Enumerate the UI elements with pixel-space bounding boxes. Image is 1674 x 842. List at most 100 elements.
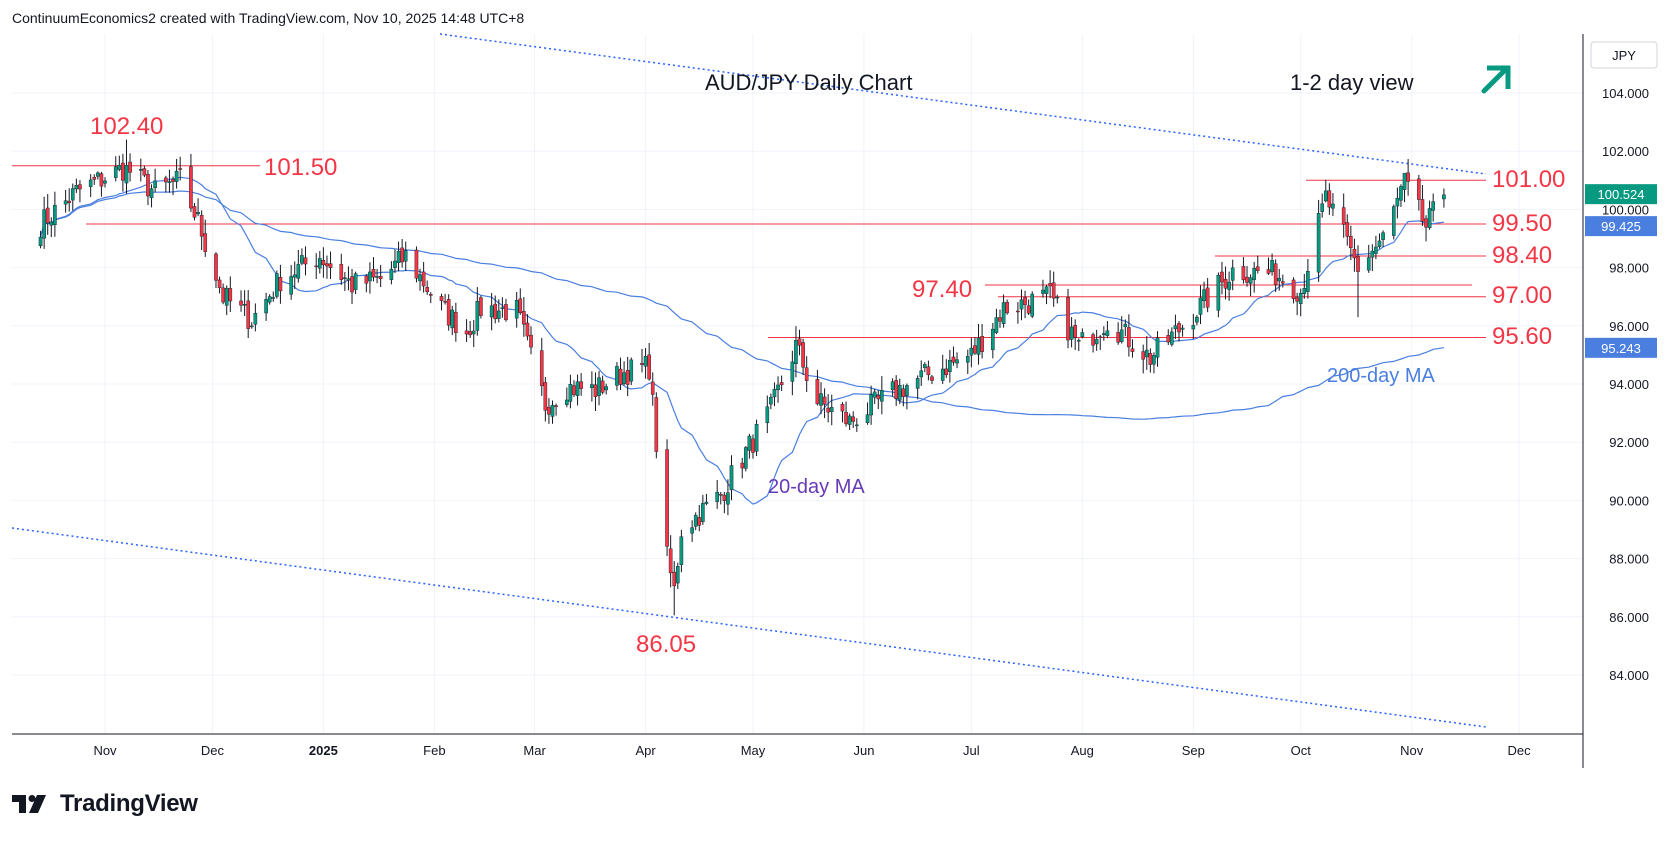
chart-attribution: ContinuumEconomics2 created with Trading… (12, 10, 525, 26)
candle-body (744, 447, 748, 469)
candle-body (121, 162, 125, 181)
candle-body (45, 207, 50, 224)
candle-body (1420, 199, 1425, 222)
candle-body (701, 503, 705, 522)
candle-body (769, 397, 773, 405)
candle-body (368, 271, 372, 282)
candle-body (1080, 332, 1085, 338)
candle-body (1366, 257, 1371, 271)
candle-body (1202, 289, 1206, 302)
candle-body (1191, 325, 1196, 330)
trend-channel (11, 33, 1487, 728)
candle-body (865, 414, 870, 423)
level-label: 97.40 (912, 276, 972, 303)
y-tick-label: 88.000 (1609, 552, 1649, 567)
candle-body (1102, 333, 1106, 336)
candle-body (944, 368, 949, 375)
candle-body (343, 277, 347, 279)
candle-body (522, 311, 526, 325)
candle-body (1098, 336, 1103, 338)
candle-body (994, 317, 999, 333)
trend-up-arrow-icon (1481, 65, 1511, 94)
candle-body (650, 381, 655, 395)
candle-body (217, 279, 222, 288)
extreme-low-label: 86.05 (636, 631, 696, 658)
candle-body (1152, 355, 1156, 365)
candle-body (1198, 297, 1203, 315)
candle-body (67, 200, 71, 204)
price-badges: JPY 100.524 99.425 95.243 (1585, 41, 1658, 358)
candle-body (729, 465, 734, 491)
candle-body (428, 294, 433, 296)
candle-body (443, 301, 447, 303)
candle-body (393, 260, 397, 268)
candle-body (92, 176, 97, 180)
ma20-badge: 99.425 (1601, 219, 1641, 234)
candle-body (63, 200, 68, 205)
candle-body (1073, 325, 1077, 338)
ma20-line (40, 176, 1444, 505)
candle-body (1406, 172, 1410, 182)
candle-body (869, 394, 873, 416)
candle-body (1127, 327, 1131, 348)
candle-body (1105, 330, 1110, 336)
candle-body (192, 206, 197, 218)
ma200-line (40, 190, 1444, 420)
candle-body (1166, 335, 1171, 343)
candle-body (371, 269, 376, 278)
candle-body (1277, 277, 1282, 282)
candle-body (171, 179, 175, 182)
candle-body (1241, 266, 1246, 281)
candle-body (575, 381, 580, 396)
x-tick-label: Apr (635, 743, 656, 758)
candle-body (529, 334, 533, 348)
candle-body (214, 253, 218, 281)
candle-body (1377, 240, 1382, 247)
candle-body (880, 390, 884, 402)
candle-body (1069, 326, 1074, 340)
candle-body (998, 317, 1002, 322)
candle-body (915, 378, 920, 389)
candle-body (325, 263, 329, 267)
candle-body (400, 247, 404, 263)
candle-body (88, 179, 93, 187)
candle-body (264, 299, 268, 314)
candle-body (840, 404, 845, 412)
candle-body (923, 364, 927, 368)
candle-body (1295, 297, 1299, 302)
candle-body (804, 367, 809, 381)
candle-body (1248, 277, 1253, 284)
candle-body (253, 313, 258, 325)
candle-body (1281, 281, 1285, 284)
x-tick-label: Nov (1400, 743, 1424, 758)
x-tick-label: Nov (93, 743, 117, 758)
candle-body (740, 462, 745, 469)
candle-body (819, 393, 823, 406)
tradingview-logo[interactable]: TradingView (12, 790, 198, 818)
candle-body (239, 300, 243, 306)
candle-body (1051, 282, 1056, 299)
candle-body (565, 399, 569, 405)
candle-body (500, 307, 505, 309)
candle-body (78, 184, 82, 190)
candle-body (647, 354, 651, 380)
candle-body (718, 494, 723, 496)
candle-body (303, 257, 308, 265)
chart-title: AUD/JPY Daily Chart (705, 70, 912, 95)
candle-body (38, 236, 43, 246)
y-tick-label: 86.000 (1609, 610, 1649, 625)
candle-body (590, 384, 594, 388)
candle-body (1026, 305, 1031, 314)
candle-body (267, 296, 272, 303)
candle-body (1141, 351, 1145, 360)
candle-body (747, 435, 752, 451)
candle-body (693, 514, 698, 527)
candle-body (672, 571, 677, 587)
candle-body (196, 212, 200, 215)
candle-body (772, 388, 777, 398)
candle-body (822, 396, 827, 405)
candle-body (579, 381, 583, 389)
candle-body (851, 416, 856, 422)
candle-body (221, 287, 225, 303)
